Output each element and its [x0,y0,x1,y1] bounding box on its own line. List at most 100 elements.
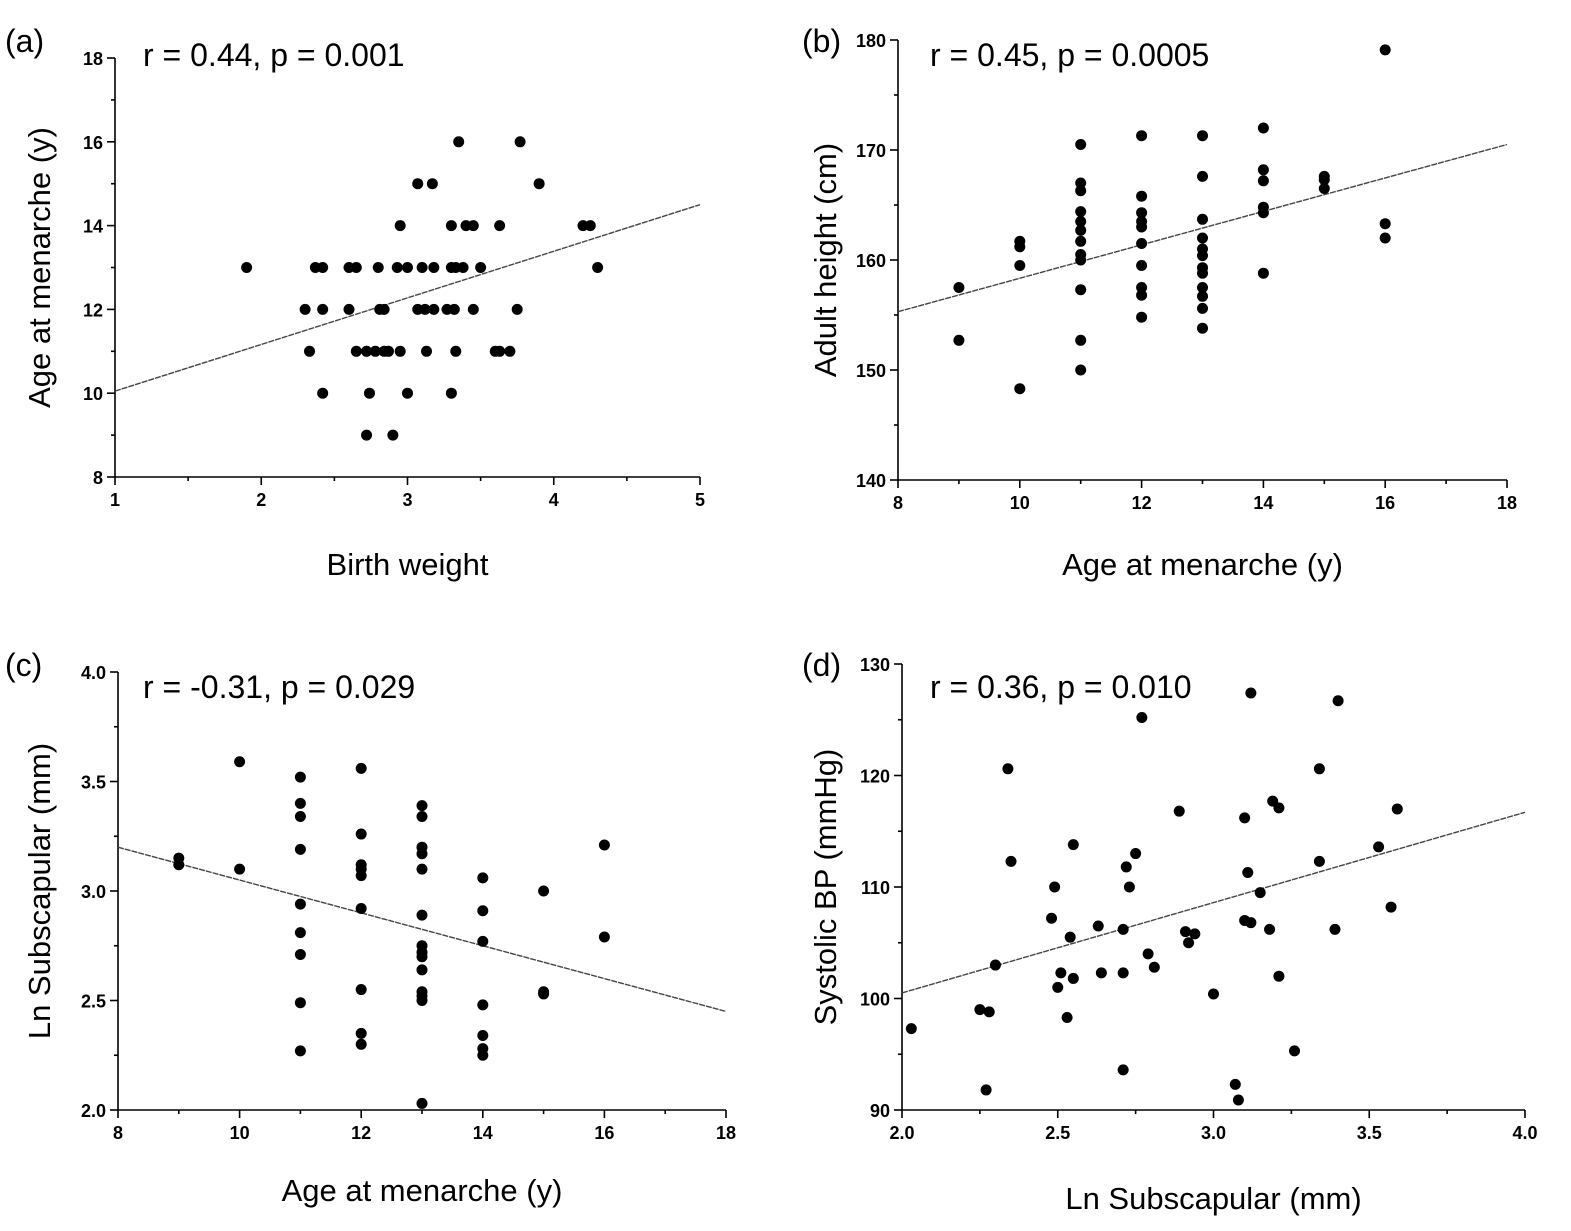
data-point [343,303,355,315]
y-tick-label: 160 [856,251,886,271]
data-point [1117,923,1129,935]
x-tick-label: 18 [716,1123,736,1143]
data-point [387,429,399,441]
data-point [428,262,440,273]
data-point [1092,920,1104,932]
y-tick-label: 3.0 [81,882,106,902]
data-point [1245,687,1257,699]
data-point [294,797,306,809]
x-tick-label: 1 [110,490,120,510]
data-point [416,811,428,823]
x-tick-label: 10 [1010,493,1030,513]
data-point [294,927,306,939]
data-point [1313,763,1325,775]
x-tick-label: 8 [893,493,903,513]
data-point [1136,311,1148,323]
data-point [477,905,489,917]
x-tick-label: 3.0 [1201,1123,1226,1143]
x-tick-label: 14 [473,1123,493,1143]
y-tick-label: 10 [83,384,103,404]
data-point [1067,839,1079,851]
data-point [1288,1045,1300,1057]
data-point [350,345,362,357]
x-tick-label: 10 [230,1123,250,1143]
data-point [453,136,465,148]
data-point [1014,241,1026,253]
data-point [448,303,460,315]
data-point [416,995,428,1006]
data-point [1254,887,1266,899]
data-point [980,1084,992,1096]
data-point [355,1027,367,1039]
data-point [511,303,523,315]
x-tick-label: 14 [1253,493,1273,513]
regression-line [897,143,1508,313]
y-tick-label: 130 [860,655,890,675]
data-point [445,387,457,399]
correlation-annotation: r = 0.45, p = 0.0005 [930,37,1209,73]
data-point [355,870,367,882]
data-point [1075,206,1087,218]
data-point [1197,250,1208,262]
data-point [1197,213,1208,225]
data-point [1257,164,1269,176]
data-point [1273,970,1285,982]
data-point [1046,912,1058,924]
data-point [1197,232,1208,244]
data-point [457,262,469,273]
y-tick-label: 150 [856,361,886,381]
data-point [1229,1078,1241,1090]
data-point [1257,175,1269,187]
data-point [1245,917,1257,929]
data-point [1075,177,1087,189]
data-point [419,303,431,315]
y-tick-label: 2.5 [81,992,106,1012]
data-point [1197,282,1208,293]
data-point [477,872,489,884]
y-tick-label: 14 [83,217,103,237]
data-point [1075,216,1087,227]
data-point [1117,967,1129,979]
data-point [317,303,329,315]
data-point [1014,260,1026,271]
data-point [1136,238,1148,249]
data-point [394,345,406,357]
regression-line [901,811,1526,994]
y-tick-label: 4.0 [81,663,106,683]
data-point [477,999,489,1011]
panel-label: (b) [802,23,841,59]
data-point [294,811,306,823]
data-point [598,931,610,943]
data-point [1123,881,1135,893]
data-point [1197,290,1208,302]
data-point [1002,763,1014,775]
data-point [355,762,367,774]
data-point [1329,923,1341,935]
data-point [402,262,413,273]
data-point [1242,867,1254,879]
data-point [394,220,406,232]
y-axis-title: Age at menarche (y) [22,127,57,408]
data-point [1049,881,1061,893]
data-point [1052,981,1064,993]
data-point [1179,926,1191,938]
data-point [294,771,306,783]
x-tick-label: 5 [695,490,705,510]
data-point [1239,812,1251,824]
data-point [1332,695,1344,707]
data-point [1373,841,1385,853]
x-axis-title: Ln Subscapular (mm) [1065,1181,1361,1216]
x-tick-label: 18 [1497,493,1517,513]
x-tick-label: 3.5 [1357,1123,1382,1143]
data-point [1197,322,1208,334]
data-point [1136,207,1148,219]
data-point [1136,130,1148,142]
data-point [426,178,438,190]
data-point [1061,1011,1073,1023]
data-point [1197,267,1208,279]
data-point [504,345,516,357]
data-point [1075,235,1087,247]
data-point [234,863,246,875]
data-point [1136,289,1148,301]
data-point [1136,221,1148,233]
